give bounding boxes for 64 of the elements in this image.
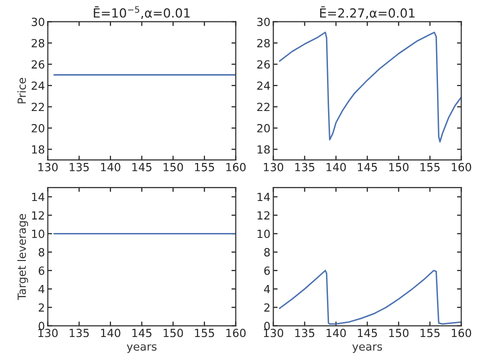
y-tick-label: 18 (32, 145, 44, 154)
x-tick-label: 135 (295, 328, 314, 338)
x-tick-label: 130 (264, 162, 284, 172)
y-axis-title: Target leverage (17, 214, 28, 300)
x-tick-label: 150 (164, 328, 183, 338)
y-tick-label: 30 (32, 18, 44, 26)
x-tick-label: 150 (389, 162, 408, 172)
y-tick-label: 12 (258, 211, 270, 220)
chart-title: Ē=2.27,α=0.01 (320, 6, 415, 20)
x-tick-label: 145 (358, 163, 377, 172)
y-tick-label: 10 (258, 230, 270, 238)
x-tick-label: 160 (452, 328, 472, 338)
x-tick-label: 135 (70, 328, 89, 338)
x-tick-label: 150 (164, 162, 183, 172)
x-tick-label: 155 (420, 328, 440, 338)
y-axis-title: Price (17, 78, 26, 104)
y-tick-label: 22 (257, 102, 270, 111)
x-tick-label: 130 (38, 162, 58, 172)
y-tick-label: 12 (32, 211, 44, 220)
y-tick-label: 4 (38, 285, 44, 294)
x-tick-label: 155 (420, 163, 440, 172)
y-tick-label: 10 (32, 230, 44, 238)
y-tick-label: 24 (257, 81, 270, 90)
x-tick-label: 140 (326, 328, 346, 338)
y-tick-label: 2 (38, 303, 44, 312)
y-tick-label: 20 (32, 124, 44, 132)
y-tick-label: 30 (257, 18, 270, 26)
x-tick-label: 135 (295, 162, 314, 172)
x-tick-label: 150 (389, 328, 408, 338)
chart-title: Ē=10$^{−5}$,α=0.01 (94, 6, 190, 19)
x-axis-title: years (126, 344, 157, 353)
y-tick-label: 20 (257, 124, 270, 132)
x-tick-label: 140 (101, 328, 120, 338)
x-tick-label: 155 (195, 328, 214, 338)
y-tick-label: 6 (264, 266, 270, 275)
y-tick-label: 28 (257, 38, 270, 48)
x-tick-label: 160 (226, 328, 246, 338)
y-tick-label: 6 (38, 266, 44, 275)
x-tick-label: 145 (132, 328, 152, 338)
y-tick-label: 14 (32, 192, 44, 202)
y-tick-label: 24 (32, 81, 44, 90)
x-axis-title: years (352, 344, 382, 353)
x-tick-label: 160 (452, 162, 472, 172)
y-tick-label: 14 (258, 192, 270, 202)
x-tick-label: 145 (132, 163, 152, 172)
line-series (278, 32, 462, 143)
x-tick-label: 140 (101, 162, 120, 172)
y-tick-label: 22 (32, 102, 44, 111)
line-series (278, 270, 462, 325)
y-tick-label: 26 (257, 60, 270, 69)
x-tick-label: 160 (226, 162, 246, 172)
y-tick-label: 2 (264, 303, 270, 312)
x-tick-label: 145 (358, 328, 377, 338)
x-tick-label: 130 (38, 328, 58, 338)
y-tick-label: 8 (38, 248, 44, 256)
y-tick-label: 28 (32, 38, 44, 48)
x-tick-label: 140 (326, 162, 346, 172)
x-tick-label: 155 (195, 163, 214, 172)
y-tick-label: 4 (264, 285, 270, 294)
x-tick-label: 130 (264, 328, 284, 338)
x-tick-label: 135 (70, 162, 89, 172)
y-tick-label: 18 (258, 145, 270, 154)
y-tick-label: 8 (264, 248, 270, 256)
y-tick-label: 26 (32, 60, 44, 69)
